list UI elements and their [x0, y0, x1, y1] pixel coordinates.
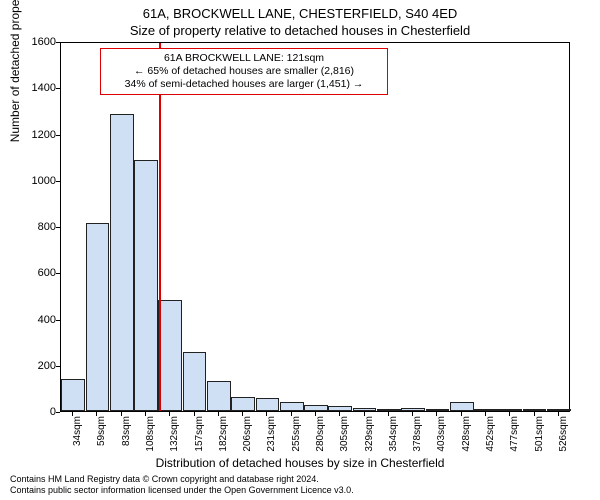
histogram-bar: [158, 300, 182, 411]
x-tick-label: 280sqm: [315, 416, 326, 466]
x-tick-mark: [558, 412, 559, 416]
x-tick-mark: [534, 412, 535, 416]
x-tick-label: 526sqm: [558, 416, 569, 466]
annotation-line3: 34% of semi-detached houses are larger (…: [107, 78, 381, 91]
histogram-bar: [61, 379, 85, 411]
page-title-line2: Size of property relative to detached ho…: [0, 23, 600, 38]
annotation-line1: 61A BROCKWELL LANE: 121sqm: [107, 52, 381, 65]
x-tick-mark: [218, 412, 219, 416]
histogram-bar: [280, 402, 304, 411]
histogram-bar: [110, 114, 134, 411]
x-tick-mark: [72, 412, 73, 416]
x-tick-mark: [388, 412, 389, 416]
x-tick-label: 132sqm: [169, 416, 180, 466]
y-tick-label: 200: [16, 360, 56, 372]
x-tick-label: 354sqm: [388, 416, 399, 466]
reference-line: [159, 43, 161, 411]
histogram-bar: [183, 352, 207, 411]
annotation-box: 61A BROCKWELL LANE: 121sqm ← 65% of deta…: [100, 48, 388, 95]
y-tick-mark: [56, 181, 60, 182]
histogram-bar: [401, 408, 425, 411]
x-tick-mark: [121, 412, 122, 416]
x-tick-label: 329sqm: [364, 416, 375, 466]
histogram-bar: [450, 402, 474, 411]
x-tick-label: 428sqm: [461, 416, 472, 466]
y-tick-label: 400: [16, 314, 56, 326]
page-title-line1: 61A, BROCKWELL LANE, CHESTERFIELD, S40 4…: [0, 6, 600, 21]
x-tick-label: 378sqm: [412, 416, 423, 466]
x-tick-mark: [169, 412, 170, 416]
x-tick-mark: [194, 412, 195, 416]
y-tick-label: 1600: [16, 36, 56, 48]
y-tick-label: 600: [16, 267, 56, 279]
y-tick-mark: [56, 227, 60, 228]
x-tick-mark: [266, 412, 267, 416]
histogram-bar: [547, 409, 571, 411]
x-tick-label: 231sqm: [266, 416, 277, 466]
histogram-bar: [328, 406, 352, 411]
y-tick-label: 800: [16, 221, 56, 233]
histogram-bar: [377, 409, 401, 411]
y-tick-label: 0: [16, 406, 56, 418]
x-tick-mark: [436, 412, 437, 416]
x-tick-mark: [412, 412, 413, 416]
x-tick-label: 452sqm: [485, 416, 496, 466]
x-tick-label: 206sqm: [242, 416, 253, 466]
histogram-bar: [256, 398, 280, 411]
histogram-bar: [134, 160, 158, 411]
y-tick-mark: [56, 320, 60, 321]
histogram-bar: [353, 408, 377, 411]
x-tick-mark: [364, 412, 365, 416]
x-tick-mark: [339, 412, 340, 416]
x-tick-label: 59sqm: [96, 416, 107, 466]
x-tick-label: 305sqm: [339, 416, 350, 466]
histogram-bar: [231, 397, 255, 411]
attribution-text: Contains HM Land Registry data © Crown c…: [10, 474, 354, 496]
x-tick-mark: [96, 412, 97, 416]
y-tick-mark: [56, 273, 60, 274]
x-tick-mark: [485, 412, 486, 416]
x-tick-label: 255sqm: [291, 416, 302, 466]
x-tick-label: 182sqm: [218, 416, 229, 466]
histogram-bar: [498, 409, 522, 411]
x-tick-label: 403sqm: [436, 416, 447, 466]
y-tick-label: 1000: [16, 175, 56, 187]
attribution-line1: Contains HM Land Registry data © Crown c…: [10, 474, 354, 485]
x-tick-mark: [509, 412, 510, 416]
x-tick-label: 34sqm: [72, 416, 83, 466]
annotation-line2: ← 65% of detached houses are smaller (2,…: [107, 65, 381, 78]
y-tick-mark: [56, 412, 60, 413]
y-tick-mark: [56, 366, 60, 367]
x-tick-mark: [315, 412, 316, 416]
attribution-line2: Contains public sector information licen…: [10, 485, 354, 496]
x-tick-label: 108sqm: [145, 416, 156, 466]
y-tick-mark: [56, 88, 60, 89]
x-tick-mark: [145, 412, 146, 416]
y-tick-mark: [56, 42, 60, 43]
x-tick-label: 477sqm: [509, 416, 520, 466]
y-tick-mark: [56, 135, 60, 136]
y-tick-label: 1200: [16, 129, 56, 141]
x-tick-label: 501sqm: [534, 416, 545, 466]
y-tick-label: 1400: [16, 82, 56, 94]
y-axis-title: Number of detached properties: [8, 0, 22, 142]
histogram-bar: [523, 409, 547, 411]
chart-plot-area: [60, 42, 570, 412]
x-tick-label: 157sqm: [194, 416, 205, 466]
histogram-bar: [304, 405, 328, 411]
x-tick-mark: [291, 412, 292, 416]
histogram-bar: [474, 409, 498, 411]
x-tick-mark: [461, 412, 462, 416]
x-tick-mark: [242, 412, 243, 416]
x-tick-label: 83sqm: [121, 416, 132, 466]
histogram-bar: [207, 381, 231, 411]
histogram-bar: [426, 409, 450, 411]
histogram-bar: [86, 223, 110, 411]
